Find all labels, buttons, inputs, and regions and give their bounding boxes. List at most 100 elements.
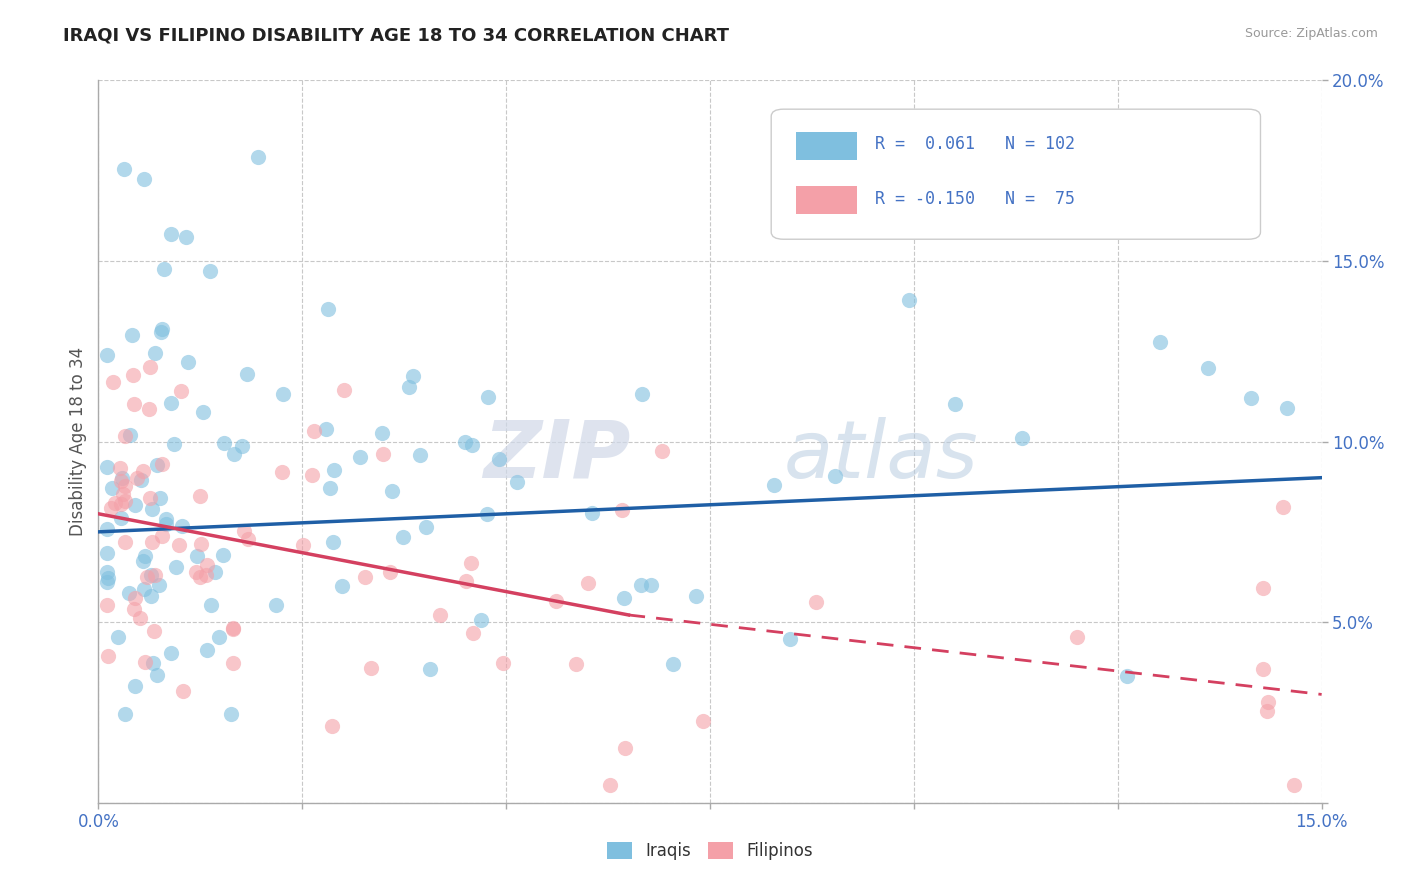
Point xyxy=(897,293,920,307)
Point xyxy=(195,643,218,657)
Point xyxy=(139,589,162,603)
Point xyxy=(463,625,485,640)
Point xyxy=(1066,630,1088,644)
Point xyxy=(163,437,186,451)
Point xyxy=(401,369,423,384)
Point xyxy=(124,679,146,693)
Legend: Iraqis, Filipinos: Iraqis, Filipinos xyxy=(600,835,820,867)
Point xyxy=(685,590,707,604)
Point xyxy=(824,468,846,483)
Point xyxy=(150,529,173,543)
Point xyxy=(110,497,132,511)
Point xyxy=(460,556,482,570)
Point xyxy=(453,434,475,449)
Point xyxy=(1149,334,1171,349)
Point xyxy=(322,463,344,477)
Point xyxy=(134,656,156,670)
Text: R = -0.150   N =  75: R = -0.150 N = 75 xyxy=(875,191,1076,209)
Point xyxy=(222,621,245,635)
Point xyxy=(315,422,337,436)
Point xyxy=(136,570,159,584)
Point xyxy=(565,657,588,672)
Point xyxy=(692,714,714,728)
Point xyxy=(200,599,222,613)
Point xyxy=(271,387,294,401)
Point xyxy=(118,428,141,442)
Point xyxy=(392,530,415,544)
Point xyxy=(177,355,200,369)
Point xyxy=(160,646,183,660)
Point xyxy=(195,558,218,573)
Point xyxy=(146,458,169,473)
Point xyxy=(212,436,235,450)
Point xyxy=(349,450,371,464)
Point xyxy=(124,591,146,605)
Point xyxy=(1194,145,1216,159)
Point xyxy=(143,624,166,638)
Point xyxy=(576,575,599,590)
Text: IRAQI VS FILIPINO DISABILITY AGE 18 TO 34 CORRELATION CHART: IRAQI VS FILIPINO DISABILITY AGE 18 TO 3… xyxy=(63,27,730,45)
Point xyxy=(943,397,966,411)
Point xyxy=(139,359,162,374)
Y-axis label: Disability Age 18 to 34: Disability Age 18 to 34 xyxy=(69,347,87,536)
Point xyxy=(371,425,394,440)
Point xyxy=(153,261,176,276)
Point xyxy=(488,451,510,466)
Point xyxy=(111,470,134,484)
Point xyxy=(640,578,662,592)
Point xyxy=(662,657,685,672)
Point xyxy=(456,574,478,588)
Text: atlas: atlas xyxy=(783,417,979,495)
Point xyxy=(193,405,215,419)
Point xyxy=(125,470,148,484)
Point xyxy=(195,568,218,582)
Point xyxy=(134,549,156,563)
Point xyxy=(132,554,155,568)
Point xyxy=(101,376,124,390)
Point xyxy=(475,507,498,521)
Point xyxy=(142,657,165,671)
Point xyxy=(301,467,323,482)
Point xyxy=(1011,431,1033,445)
Point xyxy=(188,489,211,503)
Point xyxy=(291,538,314,552)
Bar xyxy=(796,186,856,214)
Point xyxy=(353,570,375,584)
Point xyxy=(318,302,340,317)
Point xyxy=(114,707,136,722)
Point xyxy=(763,478,786,492)
Point xyxy=(333,383,356,397)
Point xyxy=(96,575,118,590)
Point xyxy=(146,668,169,682)
Point xyxy=(107,630,129,644)
Point xyxy=(204,565,226,579)
Point xyxy=(124,601,146,615)
Point xyxy=(124,498,146,512)
Point xyxy=(332,579,354,593)
Point xyxy=(378,565,401,579)
Point xyxy=(1197,360,1219,375)
Point xyxy=(97,649,120,664)
Point xyxy=(186,549,208,563)
Point xyxy=(148,578,170,592)
Point xyxy=(581,507,603,521)
Point xyxy=(319,481,342,495)
Point xyxy=(139,568,162,582)
Point xyxy=(614,740,637,755)
Point xyxy=(208,630,231,644)
Point xyxy=(233,524,256,539)
Point xyxy=(322,534,344,549)
Point xyxy=(97,571,120,585)
Point xyxy=(190,537,212,551)
Point xyxy=(806,594,828,608)
Point xyxy=(477,391,499,405)
Bar xyxy=(796,132,856,160)
Point xyxy=(143,567,166,582)
Point xyxy=(381,483,404,498)
Point xyxy=(160,396,183,410)
Point xyxy=(266,598,288,612)
Text: Source: ZipAtlas.com: Source: ZipAtlas.com xyxy=(1244,27,1378,40)
Point xyxy=(544,594,567,608)
Point xyxy=(114,429,136,443)
Point xyxy=(373,447,395,461)
